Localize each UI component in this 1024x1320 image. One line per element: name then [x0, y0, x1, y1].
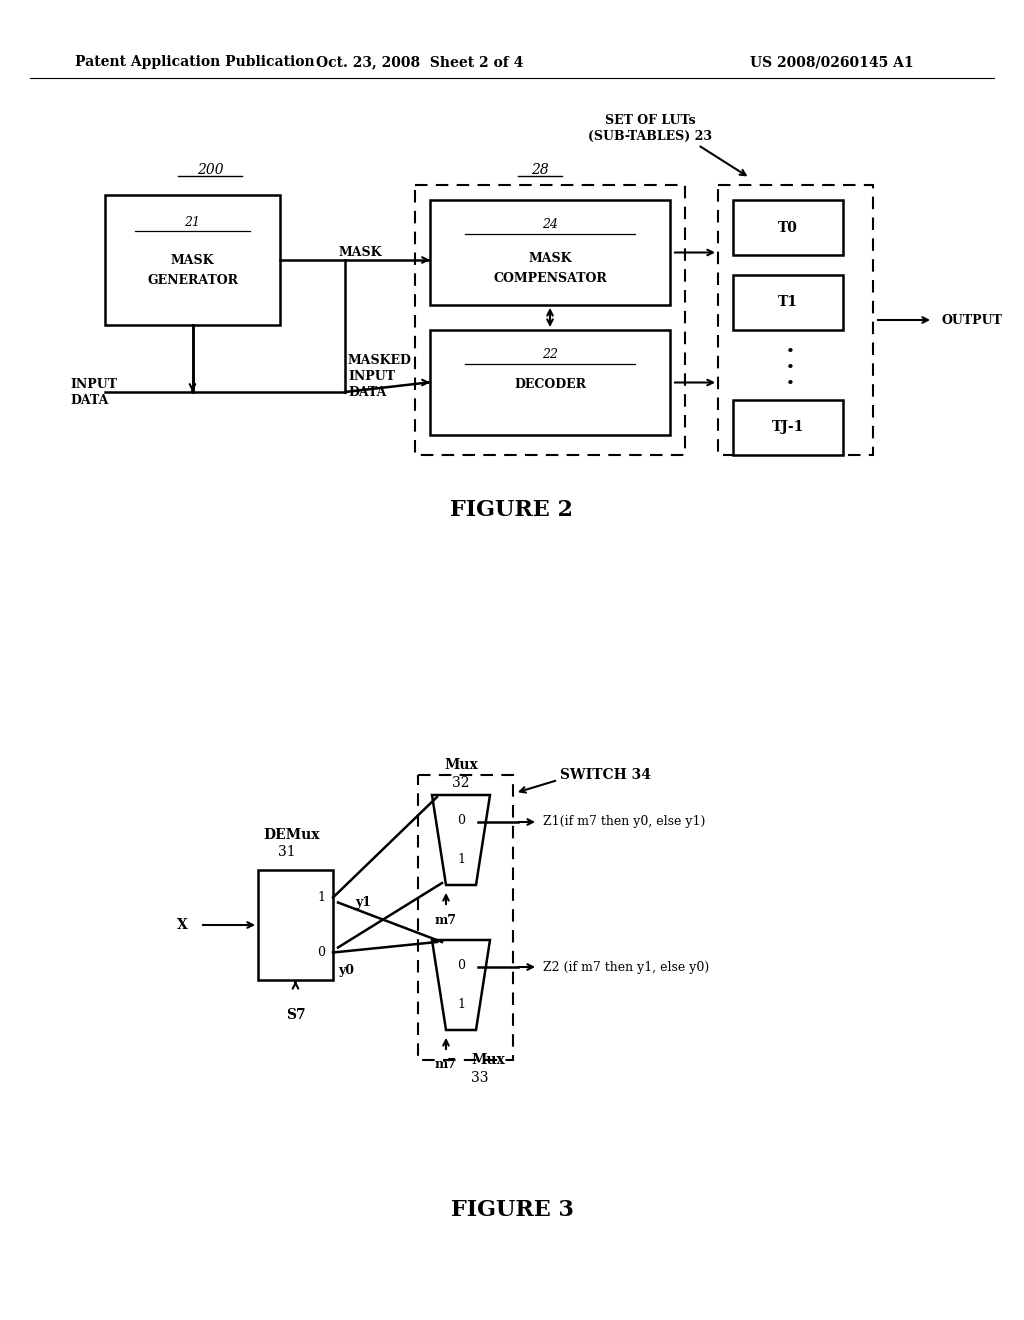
Text: 1: 1 — [317, 891, 325, 904]
Text: 33: 33 — [471, 1071, 488, 1085]
Text: 200: 200 — [197, 162, 223, 177]
Text: Z2 (if m7 then y1, else y0): Z2 (if m7 then y1, else y0) — [543, 961, 710, 974]
Text: X: X — [177, 917, 188, 932]
Text: 32: 32 — [453, 776, 470, 789]
Text: T0: T0 — [778, 220, 798, 235]
Bar — [718, 185, 873, 455]
Polygon shape — [432, 795, 490, 884]
Text: SWITCH 34: SWITCH 34 — [560, 768, 651, 781]
Text: DEMux: DEMux — [263, 828, 319, 842]
Text: SET OF LUTs: SET OF LUTs — [605, 114, 695, 127]
Text: m7: m7 — [435, 913, 457, 927]
Text: T1: T1 — [778, 296, 798, 309]
Text: m7: m7 — [435, 1059, 457, 1072]
Text: INPUT: INPUT — [348, 370, 395, 383]
Text: MASKED: MASKED — [348, 354, 412, 367]
Text: COMPENSATOR: COMPENSATOR — [494, 272, 607, 285]
Text: 24: 24 — [542, 219, 558, 231]
Text: S7: S7 — [286, 1008, 305, 1022]
Text: DECODER: DECODER — [514, 379, 586, 392]
Text: 0: 0 — [457, 958, 465, 972]
Text: OUTPUT: OUTPUT — [941, 314, 1001, 326]
Text: FIGURE 2: FIGURE 2 — [451, 499, 573, 521]
Text: •: • — [785, 378, 795, 391]
Text: MASK: MASK — [338, 246, 382, 259]
Text: 21: 21 — [184, 216, 201, 230]
Bar — [105, 195, 280, 325]
Polygon shape — [432, 940, 490, 1030]
Text: DATA: DATA — [70, 393, 109, 407]
Text: TJ-1: TJ-1 — [772, 421, 804, 434]
Text: FIGURE 3: FIGURE 3 — [451, 1199, 573, 1221]
Text: 0: 0 — [317, 946, 325, 960]
Text: 1: 1 — [457, 853, 465, 866]
Bar — [733, 201, 843, 255]
Text: (SUB-TABLES) 23: (SUB-TABLES) 23 — [588, 129, 712, 143]
Bar — [258, 870, 333, 979]
Text: MASK: MASK — [171, 253, 214, 267]
Text: MASK: MASK — [528, 252, 571, 264]
Text: 1: 1 — [457, 998, 465, 1011]
Text: US 2008/0260145 A1: US 2008/0260145 A1 — [750, 55, 913, 69]
Text: 28: 28 — [531, 162, 549, 177]
Text: INPUT: INPUT — [70, 379, 117, 392]
Text: •: • — [785, 345, 795, 359]
Text: y1: y1 — [355, 896, 371, 909]
Bar — [430, 330, 670, 436]
Text: Mux: Mux — [471, 1053, 505, 1067]
Text: Patent Application Publication: Patent Application Publication — [75, 55, 314, 69]
Text: Oct. 23, 2008  Sheet 2 of 4: Oct. 23, 2008 Sheet 2 of 4 — [316, 55, 523, 69]
Bar — [733, 275, 843, 330]
Text: GENERATOR: GENERATOR — [147, 273, 238, 286]
Text: y0: y0 — [338, 964, 354, 977]
Bar — [418, 775, 513, 1060]
Bar — [733, 400, 843, 455]
Text: DATA: DATA — [348, 385, 386, 399]
Text: Z1(if m7 then y0, else y1): Z1(if m7 then y0, else y1) — [543, 816, 706, 829]
Text: 31: 31 — [278, 845, 296, 859]
Bar — [430, 201, 670, 305]
Bar — [415, 185, 685, 455]
Text: 22: 22 — [542, 348, 558, 362]
Text: 0: 0 — [457, 813, 465, 826]
Text: •: • — [785, 360, 795, 375]
Text: Mux: Mux — [444, 758, 478, 772]
